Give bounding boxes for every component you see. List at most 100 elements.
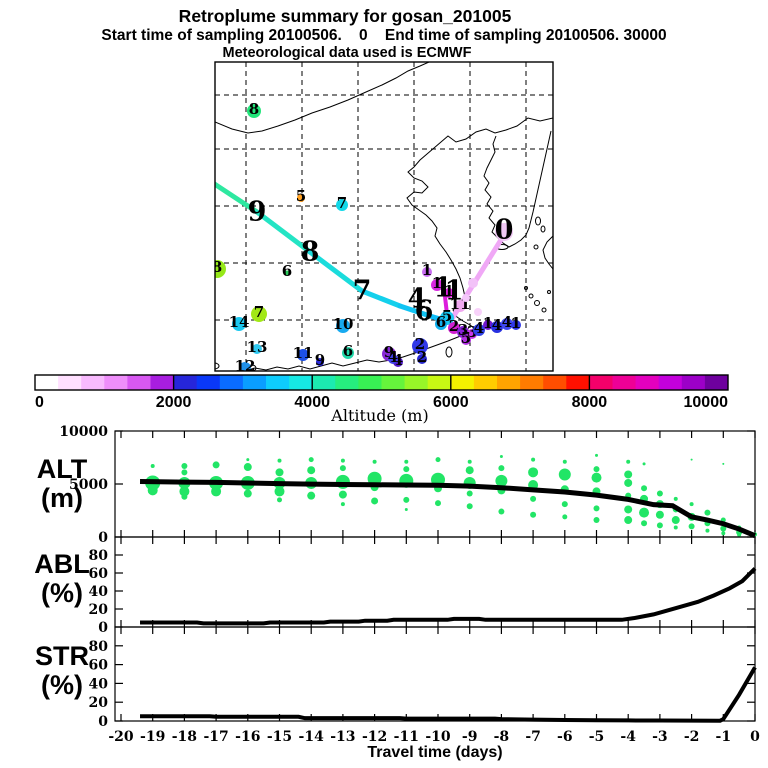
plume-centroid-number: 1 xyxy=(434,273,453,304)
alt-bubble xyxy=(673,525,678,530)
plume-centroid-dot xyxy=(251,306,267,322)
colorbar-segment xyxy=(427,375,452,390)
plume-centroid-dot xyxy=(342,347,354,359)
y-tick-label: 60 xyxy=(89,658,109,674)
alt-bubble xyxy=(642,462,646,466)
colorbar-segment xyxy=(312,375,336,390)
alt-bubble xyxy=(403,496,410,503)
colorbar-segment xyxy=(150,375,175,390)
x-tick-label: -10 xyxy=(425,729,451,745)
x-tick-label: -6 xyxy=(557,729,573,745)
alt-bubble xyxy=(528,467,539,478)
trajectory-forward-segment xyxy=(307,249,365,294)
alt-bubble xyxy=(624,516,633,525)
plume-centroid-number: 8 xyxy=(249,100,259,118)
plume-centroid-dot xyxy=(316,358,324,366)
y-tick-label: 40 xyxy=(89,584,109,600)
plume-centroid-number: 5 xyxy=(296,187,306,205)
plume-centroid-number: 13 xyxy=(247,338,268,356)
islet xyxy=(547,290,551,294)
alt-bubble xyxy=(371,497,379,505)
x-tick-label: -19 xyxy=(140,729,165,745)
alt-bubble xyxy=(688,523,695,530)
coastline xyxy=(542,235,553,270)
plume-centroid-dot xyxy=(448,322,460,334)
plume-centroid-dot xyxy=(232,317,246,331)
plume-centroid-number: 12 xyxy=(235,357,256,375)
islet xyxy=(533,244,539,250)
colorbar-segment xyxy=(127,375,151,390)
colorbar-segment xyxy=(681,375,706,390)
alt-bubble xyxy=(530,495,537,502)
alt-bubble xyxy=(181,493,188,500)
alt-bubble xyxy=(721,531,726,536)
colorbar-segment xyxy=(589,375,613,390)
plume-centroid-dot xyxy=(511,320,521,330)
alt-panel-label: ALT (m) xyxy=(10,455,114,513)
str-panel-label-unit: (%) xyxy=(41,670,83,700)
alt-bubble xyxy=(722,462,725,465)
alt-bubble xyxy=(558,468,571,481)
plume-centroid-dot xyxy=(495,223,513,241)
colorbar-label: Altitude (m) xyxy=(331,406,429,425)
plume-centroid-number: 9 xyxy=(315,351,325,369)
alt-bubble xyxy=(689,502,694,507)
plume-centroid-dot xyxy=(431,279,443,291)
colorbar-segment xyxy=(35,375,59,390)
y-tick-label: 0 xyxy=(98,714,108,730)
alt-bubble xyxy=(673,496,678,501)
alt-bubble xyxy=(591,472,602,483)
plume-centroid-dot xyxy=(483,320,493,330)
subtitle-met-data: Meteorological data used is ECMWF xyxy=(222,45,472,61)
plume-centroid-dot xyxy=(297,349,309,361)
colorbar-segment xyxy=(635,375,660,390)
plume-centroid-dot xyxy=(239,362,251,371)
colorbar-segment xyxy=(289,375,313,390)
x-tick-label: -11 xyxy=(394,729,419,745)
y-tick-label: 0 xyxy=(98,530,108,546)
abl-fraction-line xyxy=(140,567,757,626)
plume-centroid-dot xyxy=(474,308,482,316)
x-tick-label: -15 xyxy=(267,729,292,745)
colorbar-tick-label: 0 xyxy=(35,394,44,411)
y-tick-label: 80 xyxy=(89,639,109,655)
alt-bubble xyxy=(624,478,633,487)
alt-bubble xyxy=(150,463,155,468)
str-panel: 0 20 40 60 80 xyxy=(89,626,757,730)
colorbar-segment xyxy=(450,375,475,390)
plume-centroid-dot xyxy=(284,270,290,276)
plume-centroid-dot xyxy=(444,288,454,298)
x-tick-label: -2 xyxy=(684,729,700,745)
alt-bubble xyxy=(435,457,441,463)
alt-bubble xyxy=(277,458,282,463)
island xyxy=(535,216,541,226)
alt-bubble xyxy=(595,453,598,457)
plume-centroid-dot xyxy=(388,354,398,364)
plume-centroid-number: 0 xyxy=(495,215,514,246)
alt-bubble xyxy=(212,461,220,469)
str-panel-label-name: STR xyxy=(35,641,89,671)
colorbar-segment xyxy=(219,375,244,390)
x-tick-label: -1 xyxy=(716,729,732,745)
colorbar-tick-label: 8000 xyxy=(572,394,608,411)
x-tick-label: -4 xyxy=(620,729,636,745)
colorbar-segment xyxy=(381,375,406,390)
alt-bubble xyxy=(467,459,472,464)
plume-centroid-dot xyxy=(297,194,305,202)
island xyxy=(215,362,220,370)
alt-bubble xyxy=(181,462,188,469)
y-tick-label: 80 xyxy=(89,548,109,564)
plume-centroid-dot xyxy=(336,319,350,333)
y-tick-label: 0 xyxy=(98,620,108,636)
str-fraction-line xyxy=(140,666,757,723)
alt-panel: 0 5000 10000 xyxy=(59,424,757,546)
alt-bubble xyxy=(403,466,410,473)
x-tick-label: 0 xyxy=(750,729,760,745)
alt-bubble xyxy=(690,458,693,461)
y-tick-label: 10000 xyxy=(59,424,108,440)
alt-bubble xyxy=(737,532,742,537)
abl-panel-label: ABL (%) xyxy=(10,550,114,608)
plume-centroid-dot xyxy=(215,260,226,278)
alt-bubble xyxy=(561,501,568,508)
